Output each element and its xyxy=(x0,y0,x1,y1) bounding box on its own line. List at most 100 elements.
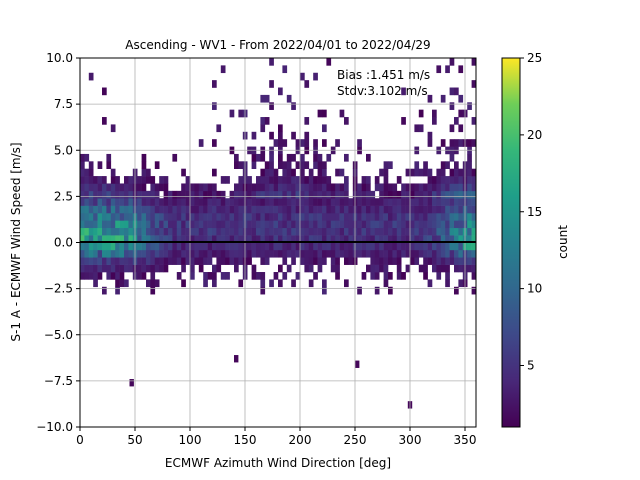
heatmap-cell xyxy=(401,87,406,96)
heatmap-cell xyxy=(225,212,230,221)
heatmap-cell xyxy=(251,264,257,273)
heatmap-cell xyxy=(344,153,349,162)
heatmap-cell xyxy=(216,212,222,221)
heatmap-cell xyxy=(423,235,428,243)
heatmap-cell xyxy=(264,161,270,169)
heatmap-cell xyxy=(269,249,274,258)
heatmap-cell xyxy=(436,249,442,258)
heatmap-cell xyxy=(185,220,191,229)
heatmap-cell xyxy=(176,242,182,251)
heatmap-cell xyxy=(128,242,134,251)
heatmap-cell xyxy=(405,212,411,221)
heatmap-cell xyxy=(247,190,252,199)
heatmap-cell xyxy=(313,139,318,147)
heatmap-cell xyxy=(278,139,283,147)
x-tick-label: 350 xyxy=(454,433,477,447)
heatmap-cell xyxy=(410,257,415,265)
heatmap-cell xyxy=(247,198,252,206)
heatmap-cell xyxy=(260,190,266,199)
heatmap-cell xyxy=(88,168,94,177)
chart-title: Ascending - WV1 - From 2022/04/01 to 202… xyxy=(125,38,430,52)
heatmap-cell xyxy=(304,80,310,88)
heatmap-cell xyxy=(427,131,433,140)
heatmap-cell xyxy=(154,242,160,251)
heatmap-cell xyxy=(269,131,274,140)
heatmap-cell xyxy=(370,205,376,214)
heatmap-cell xyxy=(97,176,103,184)
heatmap-cell xyxy=(432,235,437,243)
heatmap-cell xyxy=(401,227,406,236)
heatmap-cell xyxy=(181,242,186,251)
heatmap-cell xyxy=(194,190,200,199)
heatmap-cell xyxy=(141,205,147,214)
heatmap-cell xyxy=(269,227,274,236)
heatmap-cell xyxy=(344,227,349,236)
heatmap-cell xyxy=(278,124,283,133)
heatmap-cell xyxy=(458,264,464,273)
heatmap-cell xyxy=(344,235,349,243)
heatmap-cell xyxy=(234,235,239,243)
heatmap-cell xyxy=(264,205,270,214)
heatmap-cell xyxy=(137,249,142,258)
heatmap-cell xyxy=(278,205,283,214)
heatmap-cell xyxy=(137,212,142,221)
heatmap-cell xyxy=(128,249,134,258)
heatmap-cell xyxy=(379,249,384,258)
heatmap-cell xyxy=(172,205,178,214)
heatmap-cell xyxy=(366,183,371,192)
heatmap-cell xyxy=(286,183,292,192)
heatmap-cell xyxy=(361,176,367,184)
heatmap-cell xyxy=(300,257,305,265)
heatmap-cell xyxy=(458,109,464,118)
heatmap-cell xyxy=(291,198,296,206)
heatmap-cell xyxy=(458,124,464,133)
heatmap-cell xyxy=(392,249,398,258)
heatmap-cell xyxy=(335,183,340,192)
heatmap-cell xyxy=(256,205,261,214)
heatmap-cell xyxy=(207,257,213,265)
heatmap-cell xyxy=(216,220,222,229)
heatmap-cell xyxy=(234,205,239,214)
heatmap-cell xyxy=(163,220,169,229)
heatmap-cell xyxy=(454,220,459,229)
heatmap-cell xyxy=(348,212,354,221)
heatmap-cell xyxy=(106,235,112,243)
heatmap-cell xyxy=(335,168,340,177)
heatmap-cell xyxy=(234,355,239,363)
heatmap-cell xyxy=(440,205,446,214)
heatmap-cell xyxy=(401,190,406,199)
heatmap-cell xyxy=(282,176,288,184)
heatmap-cell xyxy=(449,183,455,192)
y-tick-label: −10.0 xyxy=(36,420,73,434)
heatmap-cell xyxy=(194,227,200,236)
heatmap-cell xyxy=(273,205,279,214)
heatmap-cell xyxy=(396,272,402,280)
heatmap-cell xyxy=(440,257,446,265)
heatmap-cell xyxy=(212,139,217,147)
heatmap-cell xyxy=(110,272,116,280)
heatmap-cell xyxy=(124,235,129,243)
heatmap-cell xyxy=(427,220,433,229)
heatmap-cell xyxy=(238,257,244,265)
heatmap-cell xyxy=(115,242,120,251)
heatmap-cell xyxy=(467,205,472,214)
heatmap-cell xyxy=(449,190,455,199)
heatmap-cell xyxy=(418,264,424,273)
heatmap-cell xyxy=(471,183,477,192)
heatmap-cell xyxy=(454,139,459,147)
heatmap-cell xyxy=(150,205,156,214)
heatmap-cell xyxy=(264,198,270,206)
heatmap-cell xyxy=(207,198,213,206)
heatmap-cell xyxy=(119,220,125,229)
heatmap-cell xyxy=(366,176,371,184)
heatmap-cell xyxy=(176,205,182,214)
heatmap-cell xyxy=(414,161,420,169)
heatmap-cell xyxy=(80,249,85,258)
heatmap-cell xyxy=(313,242,318,251)
heatmap-cell xyxy=(370,272,376,280)
y-tick-label: −2.5 xyxy=(44,282,73,296)
heatmap-cell xyxy=(247,205,252,214)
heatmap-cell xyxy=(388,257,393,265)
heatmap-cell xyxy=(379,212,384,221)
heatmap-cell xyxy=(326,176,332,184)
